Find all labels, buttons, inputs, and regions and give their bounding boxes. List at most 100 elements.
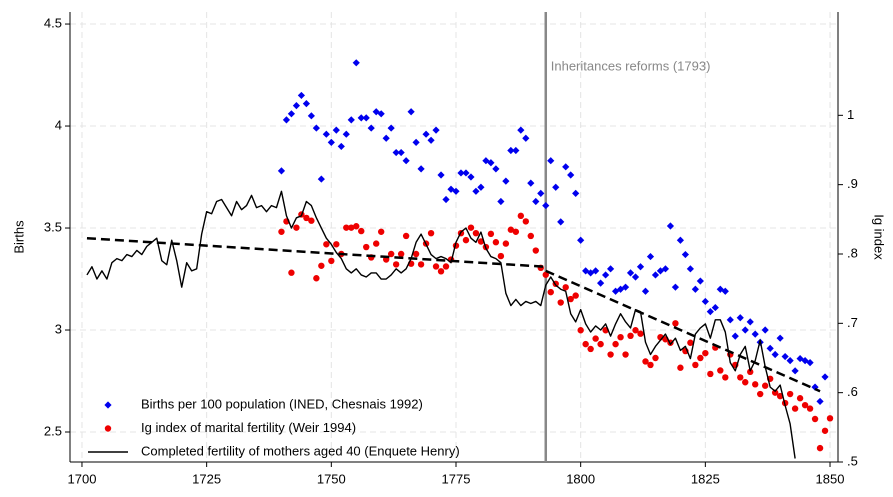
y-tick-label: 4 (55, 117, 62, 132)
point (751, 330, 759, 338)
y-tick-label: 3 (55, 321, 62, 336)
point (442, 195, 450, 204)
point (641, 287, 650, 295)
point (492, 239, 500, 246)
point (577, 236, 585, 244)
point (742, 379, 749, 386)
point (502, 177, 510, 185)
point (507, 146, 515, 155)
point (746, 318, 754, 326)
y2-axis-label: Ig index (872, 214, 887, 260)
point (517, 212, 525, 220)
point (432, 126, 440, 134)
point (626, 269, 635, 277)
point (532, 247, 539, 254)
point (417, 165, 425, 173)
point (572, 292, 579, 299)
point (816, 397, 824, 406)
point (392, 261, 400, 268)
point (816, 444, 824, 452)
series-line (86, 190, 796, 459)
point (313, 275, 320, 282)
legend-label: Births per 100 population (INED, Chesnai… (141, 396, 423, 411)
x-tick-label: 1725 (192, 471, 221, 486)
point (567, 171, 575, 179)
point (312, 124, 320, 132)
point (502, 240, 510, 247)
point (303, 214, 310, 222)
point (801, 357, 809, 365)
point (707, 370, 714, 378)
point (582, 267, 590, 275)
point (547, 288, 554, 296)
x-tick-label: 1700 (68, 471, 97, 486)
point (462, 169, 470, 177)
point (487, 159, 495, 167)
point (437, 171, 445, 179)
point (377, 110, 385, 118)
point (697, 354, 704, 362)
point (362, 114, 370, 122)
point (353, 223, 360, 230)
point (302, 99, 310, 108)
trend-line (86, 236, 546, 269)
point (737, 374, 744, 381)
point (367, 124, 375, 132)
point (432, 263, 440, 270)
point (363, 243, 370, 251)
point (452, 187, 460, 195)
point (542, 201, 550, 210)
point (771, 350, 779, 359)
point (781, 352, 789, 361)
point (487, 230, 495, 238)
point (631, 273, 640, 281)
point (402, 232, 410, 240)
point (307, 112, 315, 120)
legend-label: Completed fertility of mothers aged 40 (… (141, 443, 460, 458)
point (347, 116, 355, 124)
point (622, 351, 629, 358)
point (747, 368, 754, 376)
point (587, 345, 594, 353)
point (308, 217, 315, 224)
point (617, 333, 624, 341)
point (352, 59, 360, 67)
point (632, 327, 639, 334)
point (676, 236, 685, 244)
point (821, 427, 829, 434)
point (333, 241, 340, 248)
y2-tick-label: .9 (847, 176, 858, 191)
point (771, 389, 779, 396)
point (606, 265, 615, 273)
point (806, 405, 814, 412)
legend: Births per 100 population (INED, Chesnai… (88, 396, 460, 458)
point (332, 126, 340, 134)
point (462, 236, 470, 244)
point (607, 351, 614, 358)
point (722, 374, 729, 381)
point (517, 126, 525, 134)
point (322, 130, 330, 138)
point (527, 179, 535, 187)
point (317, 175, 325, 183)
point (702, 349, 709, 357)
point (752, 381, 759, 388)
point (592, 267, 600, 275)
point (327, 138, 335, 146)
point (547, 157, 555, 165)
point (328, 257, 335, 265)
point (278, 228, 285, 235)
point (542, 271, 549, 278)
point (821, 373, 829, 381)
point (567, 295, 574, 303)
point (492, 165, 500, 173)
point (791, 405, 799, 412)
y2-tick-label: .8 (847, 245, 858, 260)
y-tick-label: 4.5 (44, 15, 62, 30)
point (647, 361, 654, 369)
point (562, 163, 570, 171)
point (477, 183, 485, 191)
point (582, 340, 589, 348)
point (407, 108, 415, 116)
